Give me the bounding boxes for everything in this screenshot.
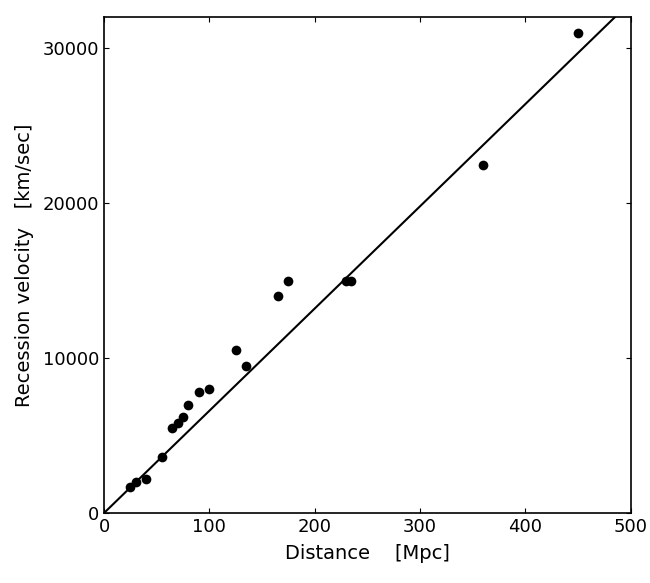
X-axis label: Distance    [Mpc]: Distance [Mpc] — [285, 545, 450, 563]
Point — [183, 400, 194, 409]
Point — [573, 29, 583, 38]
Point — [283, 276, 293, 286]
Point — [341, 276, 352, 286]
Point — [131, 477, 141, 487]
Point — [141, 475, 151, 484]
Point — [230, 346, 240, 355]
Point — [125, 482, 135, 491]
Point — [194, 388, 204, 397]
Point — [177, 412, 188, 422]
Point — [157, 452, 167, 462]
Point — [272, 292, 283, 301]
Y-axis label: Recession velocity   [km/sec]: Recession velocity [km/sec] — [16, 124, 34, 407]
Point — [241, 361, 252, 371]
Point — [204, 385, 214, 394]
Point — [478, 160, 488, 169]
Point — [346, 276, 357, 286]
Point — [167, 423, 177, 433]
Point — [172, 419, 183, 428]
